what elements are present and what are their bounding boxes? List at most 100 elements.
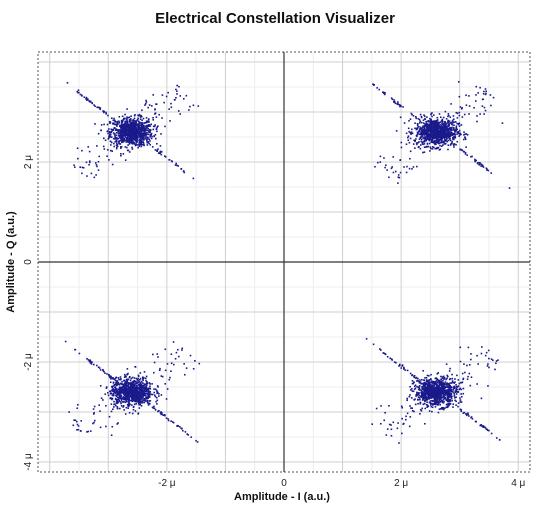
scatter-point bbox=[419, 137, 422, 139]
scatter-point bbox=[444, 135, 447, 138]
scatter-point bbox=[122, 130, 124, 132]
scatter-point bbox=[156, 390, 158, 393]
scatter-point bbox=[456, 388, 459, 391]
scatter-point bbox=[447, 375, 449, 378]
scatter-points bbox=[64, 81, 511, 444]
scatter-point bbox=[107, 132, 109, 135]
scatter-point bbox=[443, 136, 445, 139]
scatter-point bbox=[392, 421, 395, 424]
scatter-point bbox=[430, 397, 433, 399]
scatter-point bbox=[113, 133, 116, 135]
scatter-point bbox=[116, 390, 119, 392]
scatter-point bbox=[185, 367, 188, 369]
scatter-point bbox=[490, 432, 493, 435]
scatter-point bbox=[436, 397, 439, 400]
scatter-point bbox=[431, 128, 433, 131]
scatter-point bbox=[411, 390, 414, 392]
scatter-point bbox=[393, 361, 396, 363]
scatter-point bbox=[508, 187, 511, 189]
scatter-point bbox=[457, 81, 460, 83]
scatter-point bbox=[457, 402, 460, 404]
scatter-point bbox=[416, 122, 419, 125]
scatter-point bbox=[153, 391, 156, 394]
scatter-point bbox=[445, 392, 447, 395]
scatter-point bbox=[414, 403, 417, 406]
scatter-point bbox=[131, 376, 134, 379]
scatter-point bbox=[435, 143, 437, 146]
scatter-point bbox=[438, 381, 441, 384]
scatter-point bbox=[131, 391, 134, 394]
scatter-point bbox=[436, 387, 439, 389]
scatter-point bbox=[437, 125, 440, 127]
scatter-point bbox=[379, 348, 381, 350]
scatter-point bbox=[484, 354, 487, 357]
scatter-point bbox=[420, 131, 423, 134]
scatter-point bbox=[425, 386, 427, 388]
scatter-point bbox=[152, 94, 155, 96]
scatter-point bbox=[176, 93, 178, 95]
scatter-point bbox=[143, 130, 145, 132]
scatter-point bbox=[475, 85, 478, 88]
scatter-point bbox=[138, 400, 140, 403]
scatter-point bbox=[145, 126, 148, 129]
scatter-point bbox=[438, 139, 441, 142]
scatter-point bbox=[142, 399, 145, 401]
scatter-point bbox=[152, 117, 154, 119]
scatter-point bbox=[107, 137, 110, 139]
scatter-point bbox=[420, 121, 423, 124]
scatter-point bbox=[440, 127, 443, 129]
scatter-point bbox=[461, 116, 464, 118]
scatter-point bbox=[157, 356, 159, 358]
scatter-point bbox=[133, 124, 136, 126]
scatter-point bbox=[140, 398, 142, 401]
scatter-point bbox=[142, 393, 145, 395]
scatter-point bbox=[153, 125, 156, 128]
scatter-point bbox=[450, 127, 452, 130]
scatter-point bbox=[155, 128, 158, 131]
scatter-point bbox=[483, 426, 485, 428]
scatter-point bbox=[73, 419, 75, 421]
scatter-point bbox=[139, 392, 141, 394]
y-tick-label: -4 μ bbox=[23, 453, 34, 471]
scatter-point bbox=[127, 135, 129, 138]
scatter-point bbox=[451, 381, 454, 384]
scatter-point bbox=[447, 405, 449, 407]
scatter-point bbox=[414, 140, 416, 143]
scatter-point bbox=[114, 386, 117, 389]
scatter-point bbox=[429, 121, 432, 124]
scatter-point bbox=[424, 384, 427, 386]
scatter-point bbox=[464, 371, 466, 374]
scatter-point bbox=[418, 130, 420, 133]
scatter-point bbox=[442, 116, 445, 119]
scatter-point bbox=[156, 142, 158, 145]
scatter-point bbox=[128, 396, 131, 398]
scatter-point bbox=[419, 126, 422, 129]
scatter-point bbox=[107, 130, 109, 132]
scatter-point bbox=[125, 399, 128, 402]
scatter-point bbox=[188, 109, 190, 111]
scatter-point bbox=[444, 140, 446, 142]
scatter-point bbox=[135, 384, 138, 387]
scatter-point bbox=[138, 384, 140, 387]
scatter-point bbox=[455, 389, 457, 391]
scatter-point bbox=[437, 400, 439, 403]
scatter-point bbox=[154, 137, 157, 140]
scatter-point bbox=[135, 386, 138, 389]
scatter-point bbox=[417, 402, 419, 405]
scatter-point bbox=[429, 146, 432, 148]
scatter-point bbox=[417, 388, 420, 391]
scatter-point bbox=[432, 390, 435, 393]
scatter-point bbox=[125, 390, 128, 393]
scatter-point bbox=[115, 394, 117, 397]
scatter-point bbox=[411, 407, 414, 409]
scatter-point bbox=[96, 145, 98, 147]
scatter-point bbox=[153, 405, 155, 408]
scatter-point bbox=[143, 377, 145, 379]
scatter-point bbox=[113, 403, 115, 406]
scatter-point bbox=[424, 389, 427, 392]
scatter-point bbox=[446, 398, 448, 401]
scatter-point bbox=[419, 408, 422, 411]
scatter-point bbox=[117, 397, 120, 399]
scatter-point bbox=[429, 384, 431, 387]
scatter-point bbox=[139, 116, 142, 118]
